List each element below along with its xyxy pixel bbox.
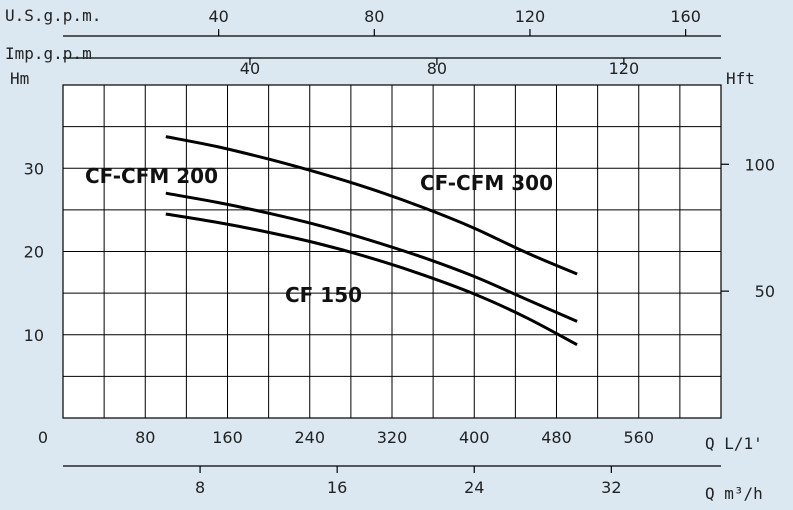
series-label-cf-cfm-300: CF-CFM 300 [420, 171, 553, 195]
plot-grid [62, 84, 722, 419]
hm-unit-label: Hm [10, 69, 29, 88]
hm-tick-label: 30 [24, 159, 44, 178]
q-lmin-tick-label: 0 [38, 428, 48, 447]
impgpm-unit-label: Imp.g.p.m [5, 44, 92, 63]
hm-tick-label: 10 [24, 326, 44, 345]
impgpm-tick-label: 40 [240, 59, 260, 78]
impgpm-tick-label: 80 [427, 59, 447, 78]
curve-cf-150 [165, 212, 578, 347]
q-lmin-tick-label: 480 [541, 428, 572, 447]
curve-cf-cfm-200 [165, 191, 578, 323]
q-lmin-unit-label: Q L/1' [705, 434, 763, 453]
usgpm-tick-label: 120 [515, 7, 546, 26]
q-m3h-tick-label: 16 [327, 478, 347, 497]
usgpm-tick-label: 160 [670, 7, 701, 26]
q-lmin-tick-label: 400 [459, 428, 490, 447]
q-lmin-tick-label: 240 [294, 428, 325, 447]
q-lmin-tick-label: 560 [623, 428, 654, 447]
hm-tick-label: 20 [24, 243, 44, 262]
q-lmin-tick-label: 160 [212, 428, 243, 447]
q-m3h-tick-label: 8 [195, 478, 205, 497]
q-m3h-tick-label: 24 [464, 478, 484, 497]
usgpm-tick-label: 40 [208, 7, 228, 26]
axes: 40 80 120 160 40 80 120 10 20 30 50 100 0 80 160 240 320… [24, 7, 775, 497]
q-m3h-tick-label: 32 [601, 478, 621, 497]
usgpm-tick-label: 80 [364, 7, 384, 26]
q-lmin-tick-label: 320 [377, 428, 408, 447]
hft-unit-label: Hft [726, 69, 755, 88]
hft-tick-label: 100 [744, 155, 775, 174]
usgpm-unit-label: U.S.g.p.m. [5, 6, 101, 25]
curves [165, 135, 578, 347]
series-label-cf-cfm-200: CF-CFM 200 [85, 164, 218, 188]
q-m3h-unit-label: Q m³/h [705, 484, 763, 503]
hft-tick-label: 50 [755, 282, 775, 301]
series-label-cf-150: CF 150 [285, 283, 362, 307]
impgpm-tick-label: 120 [609, 59, 640, 78]
curve-cf-cfm-300 [165, 135, 578, 276]
q-lmin-tick-label: 80 [135, 428, 155, 447]
